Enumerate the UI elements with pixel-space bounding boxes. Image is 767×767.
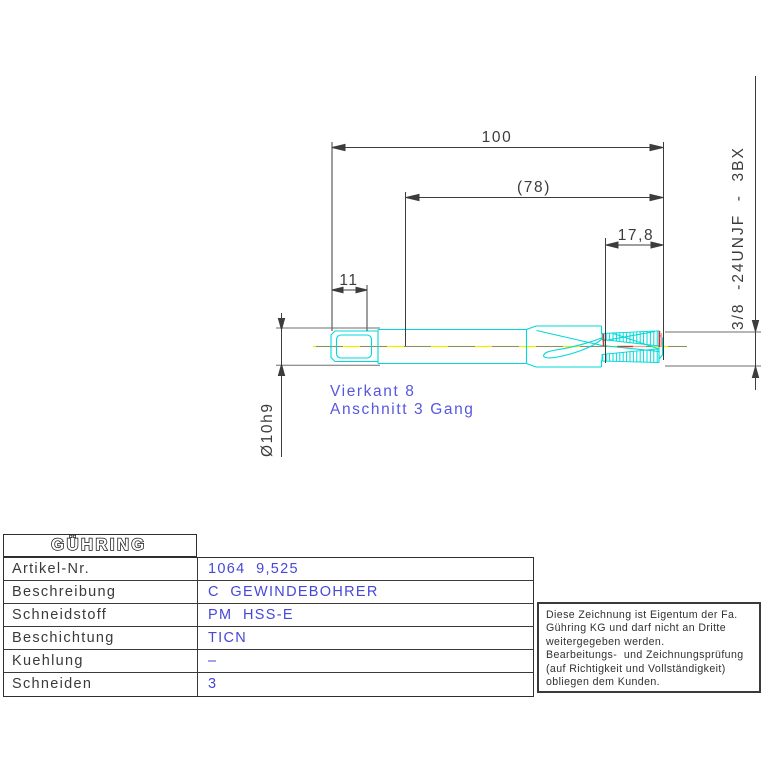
disclaimer-line: obliegen dem Kunden. xyxy=(546,676,661,689)
dim-ref-length: (78) xyxy=(517,179,551,196)
disclaimer-line: Gühring KG und darf nicht an Dritte xyxy=(546,622,727,635)
dim-overall-length: 100 xyxy=(482,129,513,146)
dim-square-length: 11 xyxy=(339,272,358,289)
table-row: Beschichtung TICN xyxy=(4,627,533,651)
row-value: PM HSS-E xyxy=(208,607,294,624)
row-value: – xyxy=(208,653,218,670)
table-row: Schneiden 3 xyxy=(4,673,533,696)
disclaimer-box: Diese Zeichnung ist Eigentum der Fa. Güh… xyxy=(537,602,761,693)
tap-tool-outline xyxy=(330,325,664,368)
table-row: Beschreibung C GEWINDEBOHRER xyxy=(4,581,533,605)
row-label: Beschreibung xyxy=(4,581,198,604)
table-row: Artikel-Nr. 1064 9,525 xyxy=(4,558,533,582)
guehring-logo-text: GÜHRING xyxy=(51,535,146,554)
note-vierkant: Vierkant 8 xyxy=(330,383,416,400)
guehring-logo: GÜHRING xyxy=(51,535,146,554)
shank xyxy=(378,328,527,365)
row-value: 1064 9,525 xyxy=(208,561,299,577)
table-row: Schneidstoff PM HSS-E xyxy=(4,604,533,628)
square-drive-end xyxy=(330,329,379,364)
dim-thread-length: 17,8 xyxy=(618,227,655,244)
disclaimer-line: Diese Zeichnung ist Eigentum der Fa. xyxy=(546,609,738,621)
row-value: C GEWINDEBOHRER xyxy=(208,584,379,601)
disclaimer-line: (auf Richtigkeit und Vollständigkeit) xyxy=(546,662,726,675)
dim-shank-diameter: Ø10h9 xyxy=(259,402,276,457)
row-label: Schneidstoff xyxy=(4,604,198,627)
table-row: Kuehlung – xyxy=(4,650,533,674)
note-anschnitt: Anschnitt 3 Gang xyxy=(330,401,475,418)
row-value: 3 xyxy=(208,676,218,693)
extension-lines xyxy=(276,142,761,367)
row-label: Kuehlung xyxy=(4,650,198,673)
title-block-table: Artikel-Nr. 1064 9,525 Beschreibung C GE… xyxy=(3,557,534,697)
flute-section xyxy=(525,325,603,368)
row-value: TICN xyxy=(208,630,248,647)
logo-box: GÜHRING xyxy=(3,534,197,557)
thread-highlight-marks xyxy=(602,331,663,347)
disclaimer-line: Bearbeitungs- und Zeichnungsprüfung xyxy=(546,649,744,662)
row-label: Artikel-Nr. xyxy=(4,558,198,581)
disclaimer-line: weitergegeben werden. xyxy=(546,635,665,648)
row-label: Schneiden xyxy=(4,673,198,696)
row-label: Beschichtung xyxy=(4,627,198,650)
thread-designation: 3/8 -24UNJF - 3BX xyxy=(730,146,747,330)
dimension-lines xyxy=(277,76,760,457)
